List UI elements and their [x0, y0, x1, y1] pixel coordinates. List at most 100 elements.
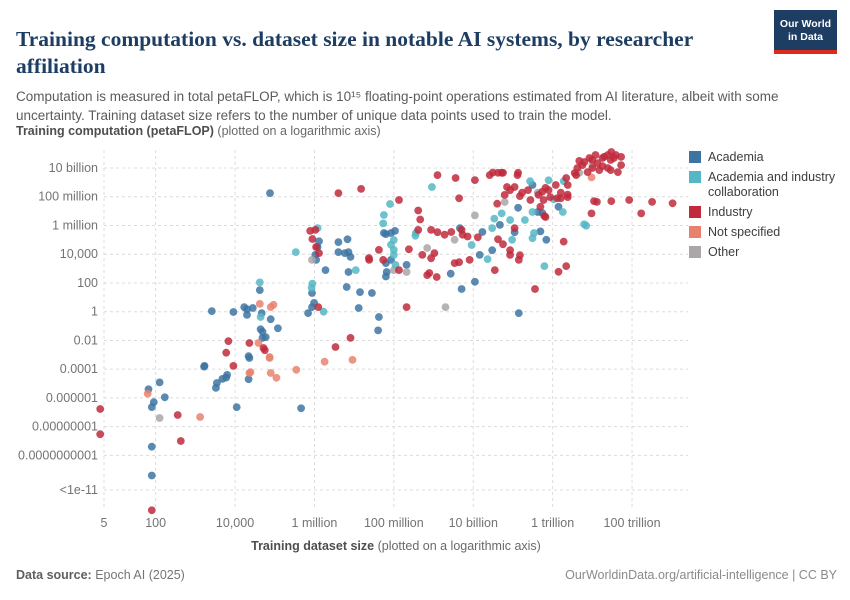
data-point[interactable] [245, 354, 254, 362]
data-point[interactable] [528, 208, 537, 216]
data-point[interactable] [291, 248, 300, 256]
data-point[interactable] [395, 196, 403, 204]
data-point[interactable] [524, 186, 532, 195]
data-point[interactable] [617, 153, 625, 161]
data-point[interactable] [266, 189, 274, 198]
data-point[interactable] [348, 356, 357, 364]
data-point[interactable] [312, 243, 320, 251]
data-point[interactable] [556, 188, 565, 197]
data-point[interactable] [365, 256, 374, 264]
data-point[interactable] [455, 258, 463, 267]
data-point[interactable] [563, 190, 572, 199]
data-point[interactable] [196, 413, 205, 421]
data-point[interactable] [607, 197, 616, 206]
data-point[interactable] [379, 256, 388, 264]
data-point[interactable] [463, 232, 472, 241]
data-point[interactable] [266, 303, 275, 311]
data-point[interactable] [554, 202, 563, 211]
data-point[interactable] [433, 171, 442, 180]
data-point[interactable] [465, 256, 474, 264]
data-point[interactable] [173, 411, 182, 419]
data-point[interactable] [447, 228, 456, 236]
legend-item-not-specified[interactable]: Not specified [689, 225, 839, 240]
data-point[interactable] [558, 208, 567, 216]
data-point[interactable] [311, 226, 320, 234]
data-point[interactable] [513, 171, 522, 180]
data-point[interactable] [473, 233, 482, 242]
data-point[interactable] [494, 235, 502, 244]
data-point[interactable] [414, 206, 423, 215]
data-point[interactable] [246, 368, 255, 376]
data-point[interactable] [321, 266, 330, 274]
data-point[interactable] [147, 471, 156, 480]
data-point[interactable] [274, 324, 282, 333]
legend-item-academia-and-industry-collaboration[interactable]: Academia and industry collaboration [689, 170, 839, 200]
data-point[interactable] [386, 200, 394, 208]
data-point[interactable] [467, 241, 476, 249]
data-point[interactable] [147, 442, 156, 451]
data-point[interactable] [379, 219, 388, 228]
data-point[interactable] [402, 268, 411, 276]
data-point[interactable] [382, 230, 390, 239]
data-point[interactable] [334, 248, 343, 256]
data-point[interactable] [441, 303, 450, 311]
data-point[interactable] [471, 277, 479, 286]
data-point[interactable] [375, 313, 383, 321]
data-point[interactable] [255, 300, 264, 308]
data-point[interactable] [526, 177, 534, 186]
data-point[interactable] [374, 326, 382, 335]
data-point[interactable] [478, 228, 487, 236]
data-point[interactable] [559, 237, 568, 246]
data-point[interactable] [499, 168, 507, 177]
data-point[interactable] [266, 369, 275, 377]
data-point[interactable] [637, 209, 646, 218]
data-point[interactable] [433, 228, 442, 237]
data-point[interactable] [292, 365, 301, 374]
data-point[interactable] [405, 245, 413, 254]
data-point[interactable] [614, 168, 622, 177]
data-point[interactable] [427, 254, 435, 263]
data-point[interactable] [607, 148, 616, 156]
data-point[interactable] [334, 238, 343, 247]
data-point[interactable] [578, 161, 587, 170]
data-point[interactable] [625, 196, 634, 204]
data-point[interactable] [229, 308, 238, 316]
data-point[interactable] [176, 437, 185, 445]
data-point[interactable] [351, 266, 360, 274]
data-point[interactable] [541, 213, 550, 221]
data-point[interactable] [223, 371, 232, 379]
data-point[interactable] [485, 171, 494, 180]
data-point[interactable] [428, 183, 436, 191]
data-point[interactable] [255, 286, 264, 294]
data-point[interactable] [668, 199, 677, 208]
data-point[interactable] [96, 405, 105, 413]
data-point[interactable] [245, 339, 254, 347]
data-point[interactable] [356, 288, 364, 296]
data-point[interactable] [243, 305, 251, 314]
data-point[interactable] [427, 226, 435, 234]
data-point[interactable] [562, 262, 571, 270]
data-point[interactable] [207, 307, 216, 315]
data-point[interactable] [506, 186, 514, 195]
data-point[interactable] [414, 226, 423, 234]
data-point[interactable] [531, 285, 539, 293]
data-point[interactable] [200, 362, 209, 371]
data-point[interactable] [346, 253, 355, 261]
data-point[interactable] [553, 194, 562, 203]
data-point[interactable] [544, 186, 553, 195]
data-point[interactable] [534, 191, 543, 199]
data-point[interactable] [446, 269, 455, 278]
data-point[interactable] [496, 221, 504, 229]
data-point[interactable] [546, 193, 555, 202]
data-point[interactable] [483, 255, 492, 263]
data-point[interactable] [499, 240, 507, 249]
data-point[interactable] [389, 251, 398, 259]
data-point[interactable] [526, 196, 535, 204]
data-point[interactable] [248, 304, 257, 312]
data-point[interactable] [255, 278, 264, 287]
data-point[interactable] [307, 284, 316, 292]
data-point[interactable] [530, 229, 538, 237]
data-point[interactable] [423, 271, 432, 279]
data-point[interactable] [648, 198, 656, 206]
owid-logo[interactable]: Our World in Data [774, 10, 837, 54]
